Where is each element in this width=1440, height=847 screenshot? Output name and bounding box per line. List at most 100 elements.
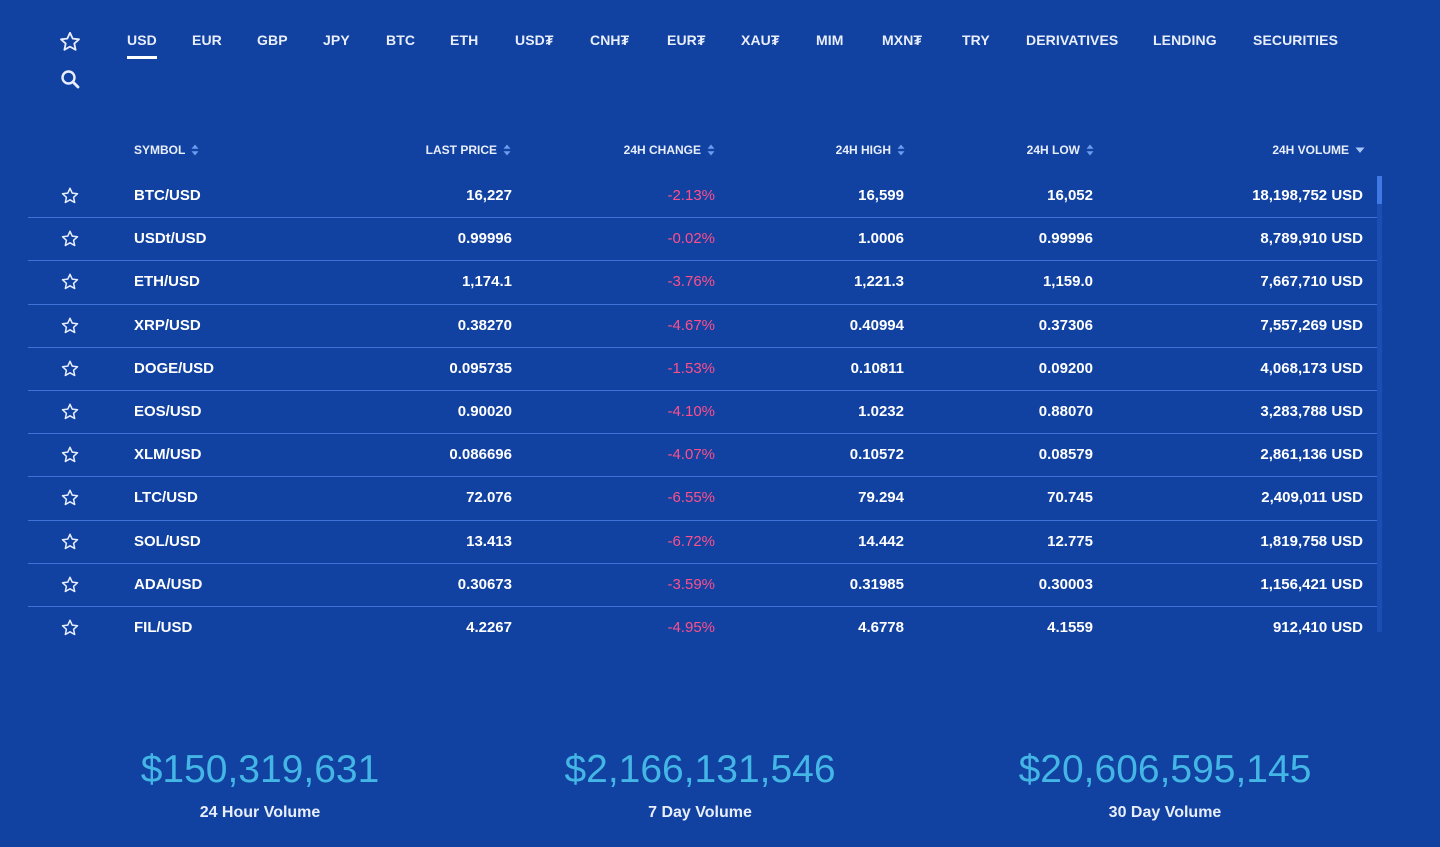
table-row[interactable]: FIL/USD 4.2267 -4.95% 4.6778 4.1559 912,…: [28, 607, 1377, 649]
column-header-24h-change[interactable]: 24H CHANGE: [624, 143, 715, 157]
symbol-cell: SOL/USD: [134, 532, 201, 550]
change-cell: -1.53%: [667, 359, 715, 377]
high-cell: 0.31985: [849, 575, 904, 593]
high-cell: 14.442: [858, 532, 904, 550]
high-cell: 1.0006: [858, 230, 904, 248]
stat-24h-volume: $150,319,631 24 Hour Volume: [110, 748, 410, 822]
column-header-label: SYMBOL: [134, 143, 186, 157]
last-price-cell: 0.086696: [449, 446, 512, 464]
star-outline-icon[interactable]: [60, 618, 80, 638]
star-outline-icon[interactable]: [60, 445, 80, 465]
last-price-cell: 0.99996: [457, 230, 512, 248]
symbol-cell: LTC/USD: [134, 489, 198, 507]
low-cell: 0.09200: [1038, 359, 1093, 377]
tab-usd[interactable]: USD: [127, 32, 157, 59]
change-cell: -6.72%: [667, 532, 715, 550]
low-cell: 0.99996: [1038, 230, 1093, 248]
table-row[interactable]: XRP/USD 0.38270 -4.67% 0.40994 0.37306 7…: [28, 305, 1377, 348]
table-row[interactable]: SOL/USD 13.413 -6.72% 14.442 12.775 1,81…: [28, 521, 1377, 564]
search-icon[interactable]: [58, 67, 82, 91]
star-outline-icon[interactable]: [60, 229, 80, 249]
sort-arrows-icon: [1086, 144, 1094, 156]
table-row[interactable]: USDt/USD 0.99996 -0.02% 1.0006 0.99996 8…: [28, 218, 1377, 262]
star-outline-icon[interactable]: [60, 316, 80, 336]
tab-jpy[interactable]: JPY: [323, 32, 350, 48]
table-row[interactable]: BTC/USD 16,227 -2.13% 16,599 16,052 18,1…: [28, 175, 1377, 219]
stat-7d-volume: $2,166,131,546 7 Day Volume: [540, 748, 860, 822]
tab-cnht[interactable]: CNH₮: [590, 32, 630, 48]
tab-gbp[interactable]: GBP: [257, 32, 288, 48]
low-cell: 4.1559: [1047, 618, 1093, 636]
low-cell: 1,159.0: [1042, 273, 1093, 291]
scrollbar-thumb[interactable]: [1377, 176, 1382, 204]
volume-cell: 1,819,758 USD: [1260, 532, 1363, 550]
sort-arrows-icon: [707, 144, 715, 156]
column-header-label: LAST PRICE: [425, 143, 497, 157]
star-outline-icon[interactable]: [60, 272, 80, 292]
star-outline-icon[interactable]: [60, 402, 80, 422]
change-cell: -3.76%: [667, 273, 715, 291]
low-cell: 70.745: [1047, 489, 1093, 507]
low-cell: 0.08579: [1038, 446, 1093, 464]
tab-lending[interactable]: LENDING: [1153, 32, 1217, 48]
tab-try[interactable]: TRY: [962, 32, 990, 48]
volume-cell: 7,667,710 USD: [1260, 273, 1363, 291]
tab-securities[interactable]: SECURITIES: [1253, 32, 1339, 48]
last-price-cell: 13.413: [466, 532, 512, 550]
stat-label: 7 Day Volume: [648, 804, 752, 821]
last-price-cell: 16,227: [466, 187, 512, 204]
table-row[interactable]: DOGE/USD 0.095735 -1.53% 0.10811 0.09200…: [28, 348, 1377, 391]
symbol-cell: XRP/USD: [134, 316, 201, 334]
stat-label: 30 Day Volume: [1108, 804, 1222, 821]
change-cell: -4.10%: [667, 402, 715, 420]
column-header-24h-low[interactable]: 24H LOW: [1027, 143, 1094, 157]
last-price-cell: 1,174.1: [461, 273, 512, 291]
table-scrollbar[interactable]: [1377, 176, 1382, 632]
tab-eur[interactable]: EUR: [192, 32, 222, 48]
column-header-label: 24H CHANGE: [623, 143, 701, 157]
column-header-symbol[interactable]: SYMBOL: [134, 143, 199, 157]
tab-xaut[interactable]: XAU₮: [741, 32, 780, 48]
tab-eurt[interactable]: EUR₮: [667, 32, 706, 48]
column-header-24h-high[interactable]: 24H HIGH: [836, 143, 905, 157]
star-outline-icon[interactable]: [60, 359, 80, 379]
column-header-label: 24H LOW: [1026, 143, 1080, 157]
favorites-tab-star-icon[interactable]: [58, 30, 82, 54]
tab-eth[interactable]: ETH: [450, 32, 479, 48]
tab-usdt[interactable]: USD₮: [515, 32, 554, 48]
column-header-label: 24H VOLUME: [1272, 143, 1349, 157]
table-row[interactable]: ETH/USD 1,174.1 -3.76% 1,221.3 1,159.0 7…: [28, 261, 1377, 305]
volume-cell: 1,156,421 USD: [1260, 575, 1363, 593]
change-cell: -3.59%: [667, 575, 715, 593]
tab-mxnt[interactable]: MXN₮: [882, 32, 923, 48]
tab-btc[interactable]: BTC: [386, 32, 416, 48]
last-price-cell: 72.076: [466, 489, 512, 507]
sort-arrows-icon: [191, 144, 199, 156]
high-cell: 0.40994: [849, 316, 904, 334]
table-row[interactable]: XLM/USD 0.086696 -4.07% 0.10572 0.08579 …: [28, 434, 1377, 478]
change-cell: -4.95%: [667, 618, 715, 636]
stat-30d-volume: $20,606,595,145 30 Day Volume: [995, 748, 1335, 822]
table-row[interactable]: LTC/USD 72.076 -6.55% 79.294 70.745 2,40…: [28, 477, 1377, 521]
column-header-24h-volume[interactable]: 24H VOLUME: [1272, 143, 1365, 157]
change-cell: -4.67%: [667, 316, 715, 334]
last-price-cell: 0.095735: [449, 359, 512, 377]
star-outline-icon[interactable]: [60, 186, 80, 206]
table-row[interactable]: EOS/USD 0.90020 -4.10% 1.0232 0.88070 3,…: [28, 391, 1377, 435]
volume-cell: 3,283,788 USD: [1260, 402, 1363, 420]
symbol-cell: BTC/USD: [134, 187, 201, 204]
star-outline-icon[interactable]: [60, 488, 80, 508]
last-price-cell: 0.30673: [457, 575, 512, 593]
last-price-cell: 0.38270: [457, 316, 512, 334]
last-price-cell: 0.90020: [457, 402, 512, 420]
star-outline-icon[interactable]: [60, 575, 80, 595]
star-outline-icon[interactable]: [60, 532, 80, 552]
column-header-last-price[interactable]: LAST PRICE: [426, 143, 511, 157]
tab-derivatives[interactable]: DERIVATIVES: [1026, 32, 1119, 48]
high-cell: 4.6778: [858, 618, 904, 636]
tab-mim[interactable]: MIM: [816, 32, 844, 48]
symbol-cell: ETH/USD: [134, 273, 200, 291]
stat-value: $20,606,595,145: [1018, 748, 1312, 791]
table-row[interactable]: ADA/USD 0.30673 -3.59% 0.31985 0.30003 1…: [28, 564, 1377, 607]
